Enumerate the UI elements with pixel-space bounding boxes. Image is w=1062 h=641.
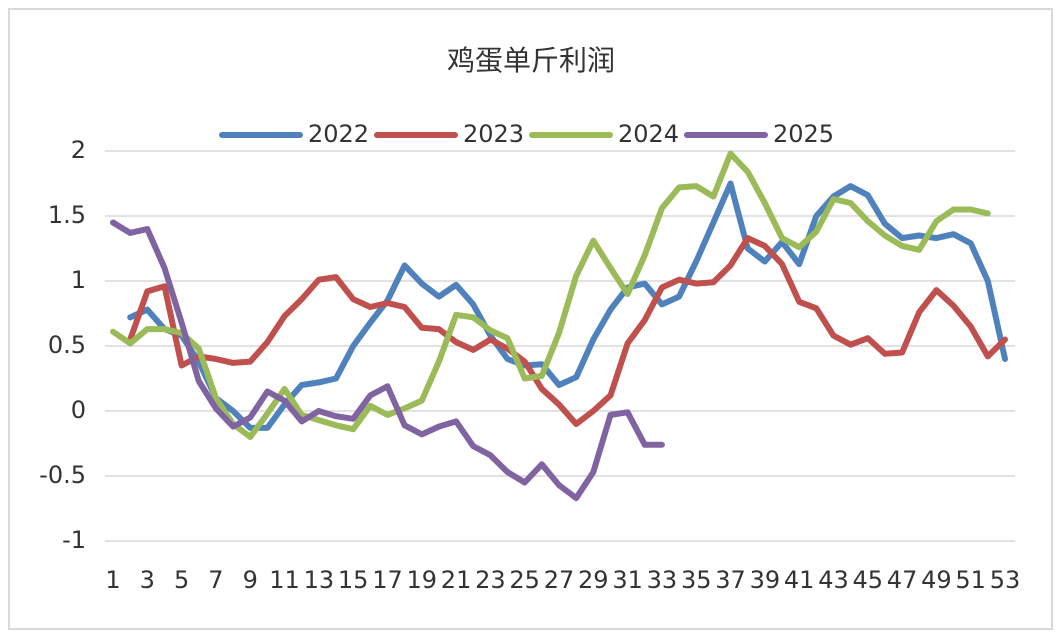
legend-label: 2025: [773, 120, 834, 148]
x-tick-label: 43: [818, 566, 849, 594]
x-tick-label: 33: [647, 566, 678, 594]
x-tick-label: 35: [681, 566, 712, 594]
x-tick-label: 31: [612, 566, 643, 594]
data-line: [110, 150, 991, 440]
x-tick-label: 3: [140, 566, 155, 594]
x-tick-label: 41: [784, 566, 815, 594]
x-tick-label: 37: [715, 566, 746, 594]
legend-label: 2023: [463, 120, 524, 148]
y-tick-label: 1: [71, 266, 86, 294]
x-tick-label: 5: [174, 566, 189, 594]
y-tick-label: -0.5: [39, 461, 86, 489]
x-tick-label: 53: [990, 566, 1021, 594]
x-tick-label: 45: [852, 566, 883, 594]
y-tick-label: -1: [62, 526, 86, 554]
legend-label: 2022: [308, 120, 369, 148]
chart-frame: [8, 8, 1053, 630]
x-tick-label: 51: [955, 566, 986, 594]
x-tick-label: 29: [578, 566, 609, 594]
x-tick-label: 15: [338, 566, 369, 594]
x-tick-label: 13: [304, 566, 335, 594]
y-tick-label: 0.5: [48, 331, 86, 359]
data-line: [127, 235, 1008, 427]
x-tick-label: 21: [441, 566, 472, 594]
x-tick-label: 25: [509, 566, 540, 594]
x-tick-label: 19: [406, 566, 437, 594]
x-tick-label: 1: [105, 566, 120, 594]
data-line: [127, 180, 1008, 431]
x-tick-label: 49: [921, 566, 952, 594]
x-tick-label: 17: [372, 566, 403, 594]
x-tick-label: 23: [475, 566, 506, 594]
data-line: [110, 219, 665, 502]
x-tick-label: 47: [887, 566, 918, 594]
legend-label: 2024: [618, 120, 679, 148]
x-tick-label: 27: [544, 566, 575, 594]
x-tick-label: 39: [750, 566, 781, 594]
x-tick-label: 7: [208, 566, 223, 594]
x-tick-label: 11: [269, 566, 300, 594]
x-tick-label: 9: [243, 566, 258, 594]
y-tick-label: 1.5: [48, 201, 86, 229]
y-tick-label: 0: [71, 396, 86, 424]
y-tick-label: 2: [71, 136, 86, 164]
chart-title: 鸡蛋单斤利润: [447, 44, 615, 77]
